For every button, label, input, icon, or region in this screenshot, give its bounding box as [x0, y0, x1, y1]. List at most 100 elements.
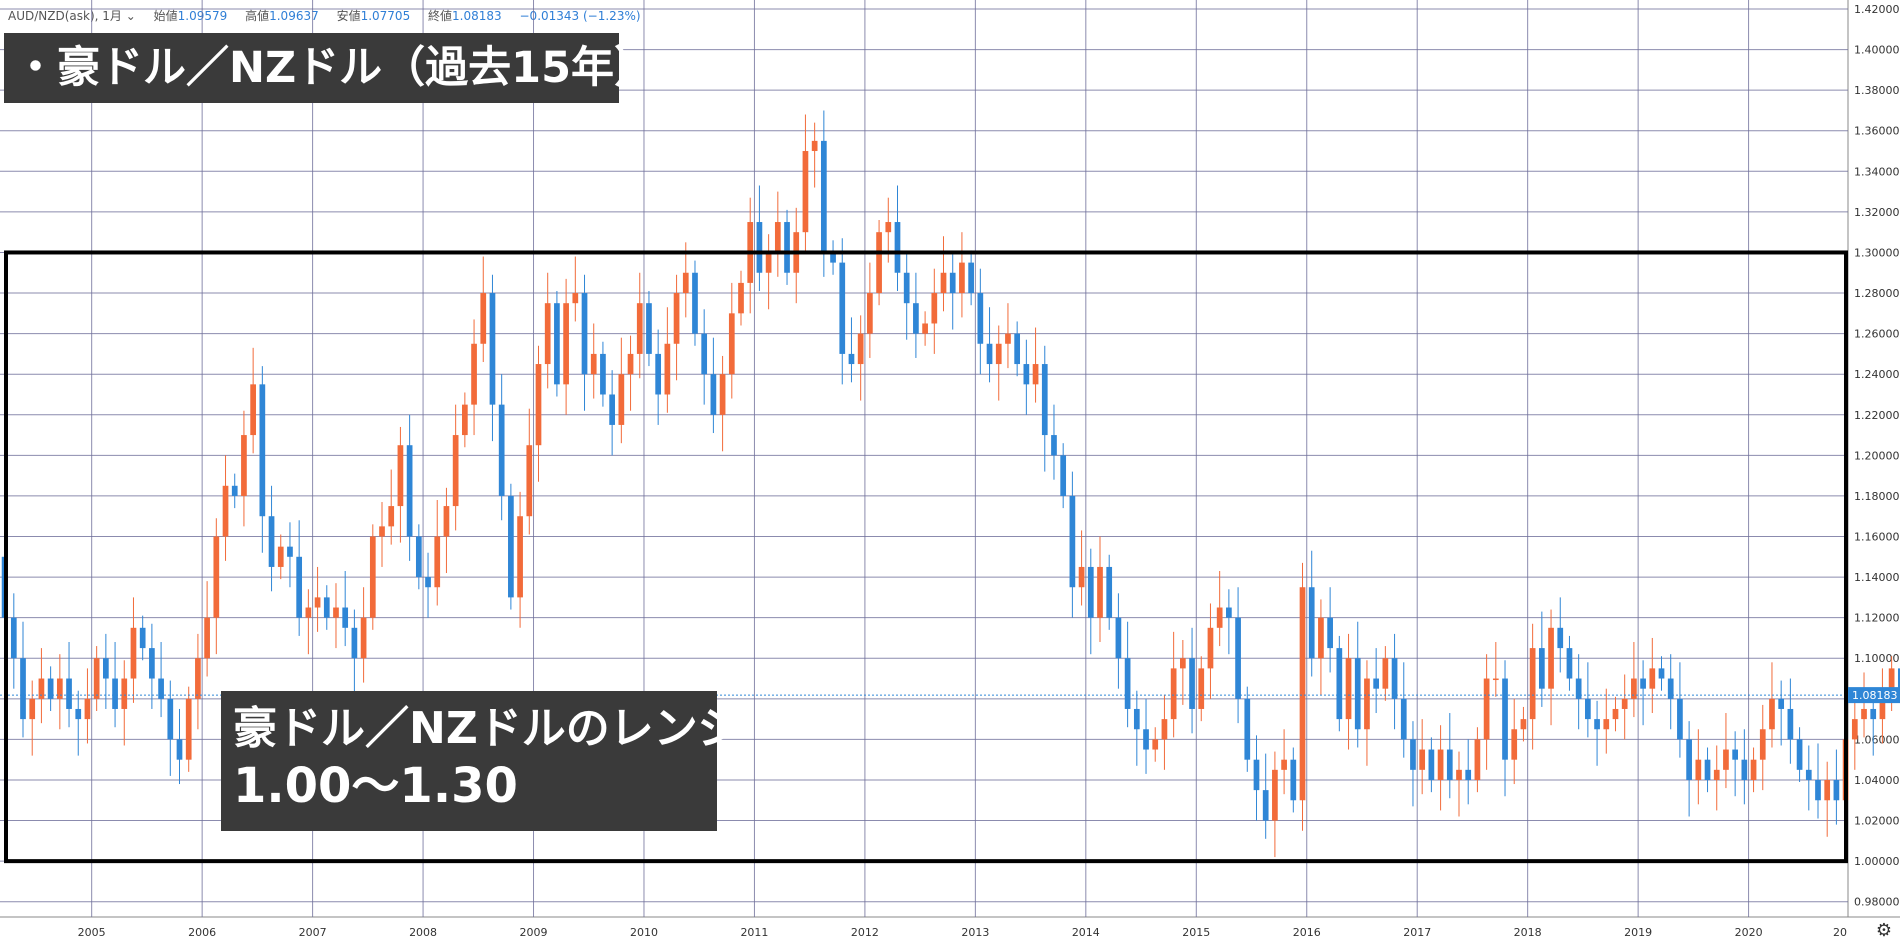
candle-body — [1253, 759, 1260, 791]
candle-body — [627, 353, 634, 375]
candle-body — [1354, 658, 1361, 730]
candle-body — [1640, 678, 1646, 689]
candle-body — [1677, 698, 1683, 740]
symbol-label[interactable]: AUD/NZD(ask), 1月 — [8, 9, 122, 23]
candle-body — [1391, 658, 1398, 699]
candle-body — [1621, 698, 1628, 709]
candle-body — [1005, 333, 1011, 344]
candle-body — [498, 404, 505, 496]
candle-body — [38, 678, 45, 699]
candle-body — [1244, 698, 1251, 760]
candle-body — [1575, 678, 1582, 699]
y-tick-label: 1.32000 — [1854, 206, 1900, 219]
candle-body — [406, 445, 413, 537]
candle-body — [158, 678, 164, 699]
candle-body — [508, 495, 514, 598]
candle-body — [47, 678, 54, 699]
x-tick-label: 2020 — [1735, 926, 1763, 939]
candle-body — [1152, 739, 1159, 750]
x-tick-label: 2016 — [1293, 926, 1321, 939]
candle-body — [1695, 759, 1702, 780]
candle-body — [1216, 607, 1223, 628]
y-tick-label: 1.12000 — [1854, 612, 1900, 625]
candle-body — [581, 293, 588, 375]
y-tick-label: 1.20000 — [1854, 449, 1900, 462]
candle-body — [682, 272, 689, 294]
candle-body — [1097, 566, 1103, 618]
candle-body — [268, 516, 275, 567]
candle-body — [959, 262, 965, 294]
candle-body — [848, 353, 855, 365]
x-tick-label: 2005 — [78, 926, 106, 939]
candle-body — [1428, 749, 1435, 780]
candle-body — [1400, 698, 1407, 740]
candle-body — [250, 384, 256, 436]
candle-body — [563, 303, 569, 385]
candle-body — [738, 282, 744, 314]
candle-body — [719, 374, 726, 415]
candle-body — [1888, 668, 1895, 699]
candle-body — [231, 485, 238, 496]
x-tick-label: 20 — [1833, 926, 1847, 939]
chevron-down-icon[interactable]: ⌄ — [125, 9, 136, 23]
candle-body — [388, 506, 395, 527]
candle-body — [296, 556, 303, 618]
candle-body — [213, 536, 220, 618]
candle-body — [84, 698, 91, 720]
candle-body — [590, 353, 597, 375]
candle-body — [121, 678, 128, 709]
candle-body — [56, 678, 63, 699]
x-tick-label: 2014 — [1072, 926, 1100, 939]
high-label: 高値 — [245, 9, 270, 23]
candle-body — [1308, 587, 1315, 659]
candle-body — [903, 272, 910, 304]
gear-icon[interactable]: ⚙ — [1875, 920, 1892, 941]
x-tick-label: 2009 — [520, 926, 548, 939]
candle-body — [609, 394, 615, 425]
candle-body — [241, 435, 247, 496]
candle-body — [1879, 698, 1886, 720]
candle-body — [1824, 779, 1831, 801]
y-tick-label: 1.28000 — [1854, 287, 1900, 300]
candle-body — [1051, 435, 1057, 456]
candle-body — [802, 151, 809, 233]
candle-body — [811, 140, 818, 152]
candle-body — [434, 536, 441, 588]
title-banner: ・豪ドル／NZドル（過去15年） — [4, 33, 657, 103]
candle-body — [1143, 729, 1149, 750]
candle-body — [1870, 708, 1877, 720]
candle-body — [397, 445, 404, 507]
x-tick-label: 2019 — [1624, 926, 1652, 939]
candle-body — [1170, 668, 1177, 720]
candle-body — [1014, 333, 1021, 365]
candle-body — [1179, 658, 1186, 669]
candle-body — [1759, 729, 1766, 760]
candle-body — [93, 658, 100, 699]
candle-body — [1667, 678, 1674, 699]
candle-body — [1769, 698, 1775, 730]
candle-body — [655, 353, 662, 395]
candle-body — [1723, 749, 1729, 770]
candle-body — [839, 262, 846, 354]
candle-body — [287, 546, 293, 557]
candle-body — [204, 617, 210, 659]
candle-body — [1511, 729, 1518, 760]
candle-body — [1060, 455, 1067, 496]
x-tick-label: 2013 — [961, 926, 989, 939]
candle-body — [1833, 779, 1840, 801]
candle-body — [1106, 566, 1113, 618]
candle-body — [940, 272, 947, 294]
candle-body — [692, 272, 698, 334]
candle-body — [1318, 617, 1324, 659]
candle-body — [1032, 364, 1039, 385]
candle-body — [1336, 648, 1343, 720]
candle-body — [259, 384, 266, 517]
y-tick-label: 0.98000 — [1854, 896, 1900, 909]
y-tick-label: 1.06000 — [1854, 733, 1900, 746]
candle-body — [526, 445, 533, 517]
candle-body — [1373, 678, 1380, 689]
candle-body — [1704, 759, 1711, 780]
candle-body — [922, 323, 928, 334]
candle-body — [1272, 769, 1278, 821]
